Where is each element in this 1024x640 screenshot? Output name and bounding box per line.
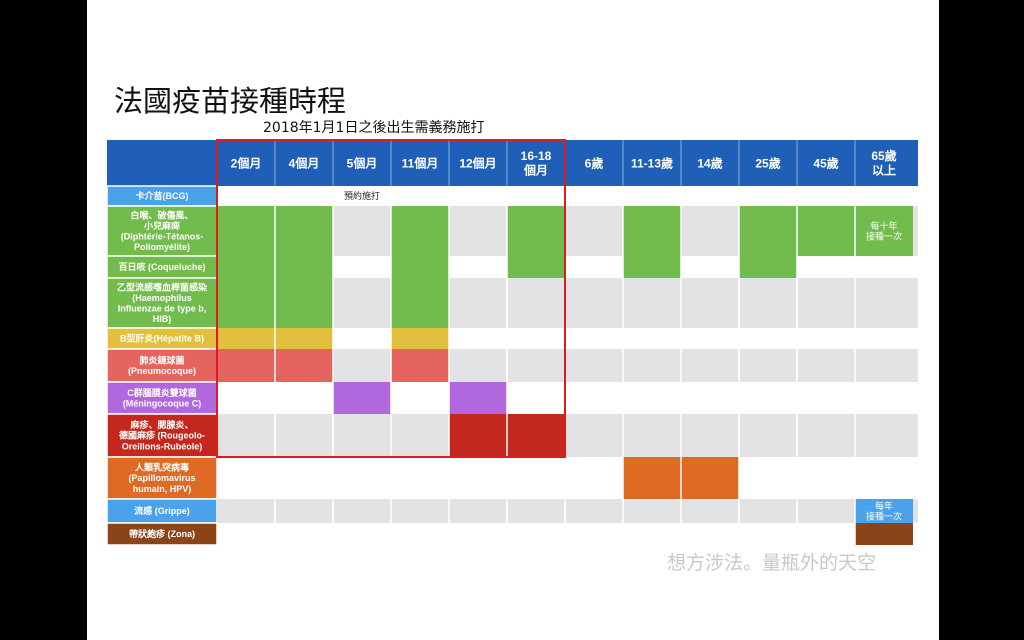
- mandatory-highlight-box: [216, 139, 566, 458]
- row-background: [217, 523, 918, 545]
- row-label-cell: [106, 498, 218, 524]
- row-label: 白喉、破傷風、小兒麻痺(Diphtérie-Tétanos-Poliomyéli…: [121, 209, 204, 252]
- column-header: 16-18 個月: [521, 149, 552, 177]
- row-background: [217, 278, 918, 328]
- row-label: 人類乳突病毒(Papillomavirus humain, HPV): [128, 462, 195, 494]
- dose-cell: [391, 349, 449, 382]
- dose-cell: [623, 206, 681, 256]
- dose-cell: [391, 206, 449, 256]
- row-label: 帶狀皰疹 (Zona): [129, 528, 195, 539]
- column-header: 14歲: [697, 155, 722, 170]
- column-header: 4個月: [289, 155, 320, 170]
- row-background: [217, 186, 918, 206]
- row-label: 流感 (Grippe): [134, 505, 190, 516]
- dose-cell: [623, 256, 681, 278]
- dose-cell: [855, 523, 913, 545]
- dose-note: 每年接種一次: [866, 500, 902, 522]
- dose-note: 每十年接種一次: [866, 220, 902, 242]
- row-background: [217, 414, 918, 457]
- header-band: [107, 140, 918, 186]
- row-note: 預約施打: [344, 190, 380, 201]
- column-header: 25歲: [755, 155, 780, 170]
- dose-cell: [797, 206, 855, 256]
- row-label: 肺炎鏈球菌(Pneumocoque): [128, 354, 196, 376]
- row-label-cell: [106, 381, 218, 415]
- dose-cell: [739, 256, 797, 278]
- row-label-cell: [106, 277, 218, 329]
- dose-cell: [507, 256, 565, 278]
- dose-cell: [449, 414, 507, 457]
- dose-cell: [855, 206, 913, 256]
- row-label-cell: [106, 456, 218, 500]
- dose-cell: [507, 206, 565, 256]
- dose-cell: [449, 382, 507, 414]
- column-header: 5個月: [347, 155, 378, 170]
- watermark: 想方涉法。量瓶外的天空: [667, 552, 877, 574]
- column-header: 65歲以上: [871, 148, 896, 177]
- dose-cell: [391, 278, 449, 328]
- row-label: 麻疹、腮腺炎、德國麻疹 (Rougeolo-Oreillons-Rubéole): [119, 419, 205, 451]
- dose-cell: [333, 382, 391, 414]
- page-title: 法國疫苗接種時程: [114, 84, 347, 118]
- row-label: C群腦膜炎雙球菌(Méningocoque C): [123, 387, 202, 409]
- dose-cell: [855, 499, 913, 523]
- row-label: B型肝炎(Hépatite B): [120, 333, 204, 344]
- column-header: 12個月: [459, 155, 496, 170]
- column-header: 11個月: [402, 155, 439, 170]
- column-header: 45歲: [813, 155, 838, 170]
- column-header: 6歲: [585, 155, 604, 170]
- row-label: 卡介苗(BCG): [136, 190, 189, 201]
- row-label: 百日咳 (Coqueluche): [119, 261, 206, 272]
- row-background: [217, 382, 918, 414]
- row-background: [217, 349, 918, 382]
- row-label: 乙型流感嗜血桿菌感染(Haemophilus Influenzae de type…: [117, 281, 208, 324]
- slide: 法國疫苗接種時程 2018年1月1日之後出生需義務施打 2個月 4個月 5個月 11個…: [87, 0, 939, 640]
- vaccination-schedule-table: 2個月 4個月 5個月 11個月 12個月 16-18 個月 6歲 11-13歲 14歲 25歲 45…: [106, 139, 918, 546]
- row-background: [217, 457, 918, 499]
- row-background: [217, 499, 918, 523]
- dose-cell: [391, 328, 449, 349]
- dose-cell: [391, 256, 449, 278]
- row-label-cell: [106, 413, 218, 458]
- dose-cell: [739, 206, 797, 256]
- dose-cell: [507, 414, 565, 457]
- column-header: 2個月: [231, 155, 262, 170]
- column-header: 11-13歲: [631, 155, 673, 170]
- page-subtitle: 2018年1月1日之後出生需義務施打: [263, 120, 485, 136]
- dose-cell: [681, 457, 739, 499]
- dose-cell: [623, 457, 681, 499]
